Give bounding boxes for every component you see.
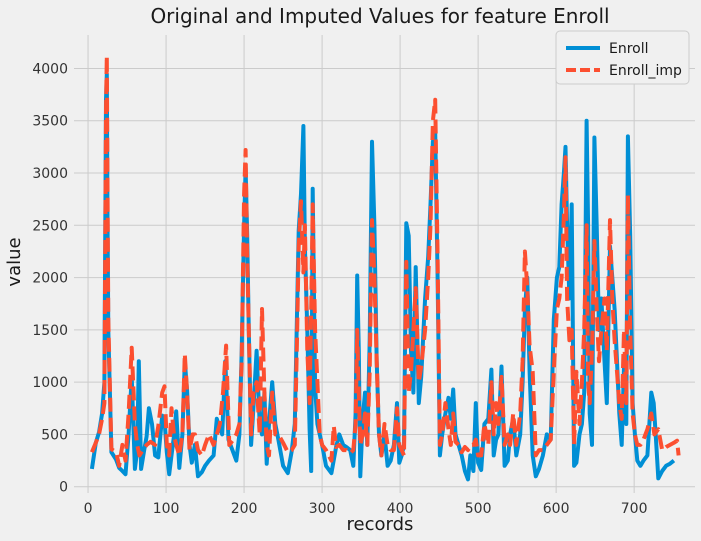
series-line-enroll-imp	[90, 53, 681, 468]
chart-title: Original and Imputed Values for feature …	[150, 4, 609, 28]
y-tick-label: 2000	[32, 271, 68, 287]
y-tick-label: 3500	[32, 114, 68, 130]
x-tick-label: 0	[84, 501, 93, 517]
x-tick-label: 200	[231, 501, 258, 517]
y-tick-label: 4000	[32, 61, 68, 77]
x-tick-label: 600	[543, 501, 570, 517]
legend: Enroll Enroll_imp	[555, 30, 690, 85]
x-tick-label: 400	[387, 501, 414, 517]
y-tick-label: 1000	[32, 375, 68, 391]
legend-label: Enroll_imp	[609, 63, 682, 79]
x-axis-label: records	[347, 514, 414, 535]
y-tick-label: 2500	[32, 218, 68, 234]
y-axis-label: value	[4, 237, 25, 286]
x-tick-label: 500	[465, 501, 492, 517]
x-tick-label: 100	[153, 501, 180, 517]
series-lines	[89, 53, 681, 482]
x-tick-label: 300	[309, 501, 336, 517]
y-tick-label: 3000	[32, 166, 68, 182]
tick-labels: 0 500 1000 1500 2000 2500 3000 3500 4000 0 100 200 3…	[32, 61, 647, 517]
legend-label: Enroll	[609, 41, 649, 57]
y-tick-label: 0	[59, 480, 68, 496]
x-tick-label: 700	[621, 501, 648, 517]
y-tick-label: 500	[41, 427, 68, 443]
y-tick-label: 1500	[32, 323, 68, 339]
